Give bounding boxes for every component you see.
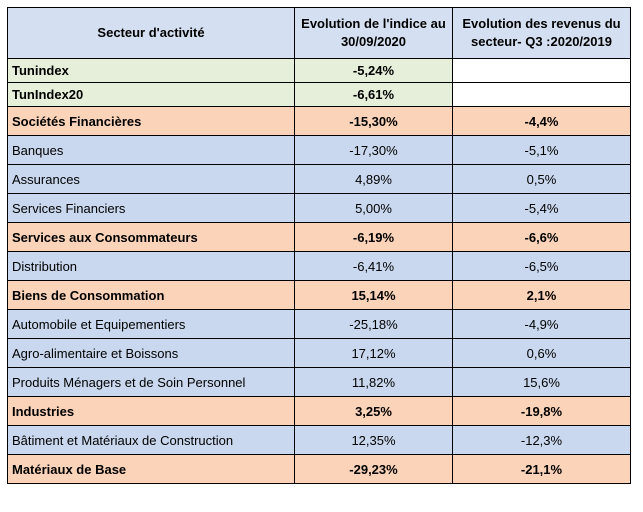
index-evolution-cell: 3,25% (294, 396, 453, 426)
table-row: Matériaux de Base -29,23% -21,1% (7, 454, 631, 484)
table-row: Banques -17,30% -5,1% (7, 135, 631, 165)
revenue-evolution-cell: -5,1% (452, 135, 631, 165)
header-row: Secteur d'activité Evolution de l'indice… (7, 7, 631, 59)
table-row: Bâtiment et Matériaux de Construction 12,… (7, 425, 631, 455)
row-label: Matériaux de Base (7, 454, 295, 484)
index-evolution-cell: -5,24% (294, 58, 453, 83)
table-row: Automobile et Equipementiers -25,18% -4,9% (7, 309, 631, 339)
header-revenue-line2: secteur- Q3 :2020/2019 (471, 34, 612, 49)
index-evolution-cell: 11,82% (294, 367, 453, 397)
index-evolution-cell: 5,00% (294, 193, 453, 223)
revenue-evolution-cell: -4,9% (452, 309, 631, 339)
revenue-evolution-cell: 0,5% (452, 164, 631, 194)
table-row: Agro-alimentaire et Boissons 17,12% 0,6% (7, 338, 631, 368)
index-evolution-cell: -25,18% (294, 309, 453, 339)
table-row: Services Financiers 5,00% -5,4% (7, 193, 631, 223)
row-label: Automobile et Equipementiers (7, 309, 295, 339)
revenue-evolution-cell (452, 58, 631, 83)
index-evolution-cell: -6,61% (294, 82, 453, 107)
index-evolution-cell: -15,30% (294, 106, 453, 136)
revenue-evolution-cell: 0,6% (452, 338, 631, 368)
revenue-evolution-cell: -12,3% (452, 425, 631, 455)
row-label: Sociétés Financières (7, 106, 295, 136)
table-row: Assurances 4,89% 0,5% (7, 164, 631, 194)
header-revenue-evolution: Evolution des revenus du secteur- Q3 :20… (452, 7, 631, 59)
revenue-evolution-cell: -5,4% (452, 193, 631, 223)
table-row: Tunindex -5,24% (7, 58, 631, 83)
revenue-evolution-cell: -19,8% (452, 396, 631, 426)
sector-performance-table: Secteur d'activité Evolution de l'indice… (7, 7, 631, 484)
table-row: Services aux Consommateurs -6,19% -6,6% (7, 222, 631, 252)
header-revenue-line1: Evolution des revenus du (462, 16, 621, 31)
row-label: Banques (7, 135, 295, 165)
index-evolution-cell: 4,89% (294, 164, 453, 194)
row-label: Tunindex (7, 58, 295, 83)
index-evolution-cell: -29,23% (294, 454, 453, 484)
table-row: Biens de Consommation 15,14% 2,1% (7, 280, 631, 310)
table-row: Industries 3,25% -19,8% (7, 396, 631, 426)
index-evolution-cell: 12,35% (294, 425, 453, 455)
header-index-line2: 30/09/2020 (340, 34, 407, 49)
row-label: Produits Ménagers et de Soin Personnel (7, 367, 295, 397)
row-label: Assurances (7, 164, 295, 194)
table-row: Distribution -6,41% -6,5% (7, 251, 631, 281)
table-row: TunIndex20 -6,61% (7, 82, 631, 107)
row-label: Distribution (7, 251, 295, 281)
row-label: Services aux Consommateurs (7, 222, 295, 252)
index-evolution-cell: -17,30% (294, 135, 453, 165)
revenue-evolution-cell: -6,5% (452, 251, 631, 281)
row-label: Services Financiers (7, 193, 295, 223)
header-index-evolution: Evolution de l'indice au 30/09/2020 (294, 7, 453, 59)
table-row: Produits Ménagers et de Soin Personnel 11… (7, 367, 631, 397)
row-label: Industries (7, 396, 295, 426)
table-row: Sociétés Financières -15,30% -4,4% (7, 106, 631, 136)
header-index-line1: Evolution de l'indice au (301, 16, 446, 31)
index-evolution-cell: -6,19% (294, 222, 453, 252)
row-label: TunIndex20 (7, 82, 295, 107)
row-label: Bâtiment et Matériaux de Construction (7, 425, 295, 455)
revenue-evolution-cell: -6,6% (452, 222, 631, 252)
row-label: Agro-alimentaire et Boissons (7, 338, 295, 368)
revenue-evolution-cell: -4,4% (452, 106, 631, 136)
index-evolution-cell: 17,12% (294, 338, 453, 368)
revenue-evolution-cell: 2,1% (452, 280, 631, 310)
revenue-evolution-cell (452, 82, 631, 107)
header-sector: Secteur d'activité (7, 7, 295, 59)
index-evolution-cell: -6,41% (294, 251, 453, 281)
index-evolution-cell: 15,14% (294, 280, 453, 310)
revenue-evolution-cell: 15,6% (452, 367, 631, 397)
row-label: Biens de Consommation (7, 280, 295, 310)
revenue-evolution-cell: -21,1% (452, 454, 631, 484)
